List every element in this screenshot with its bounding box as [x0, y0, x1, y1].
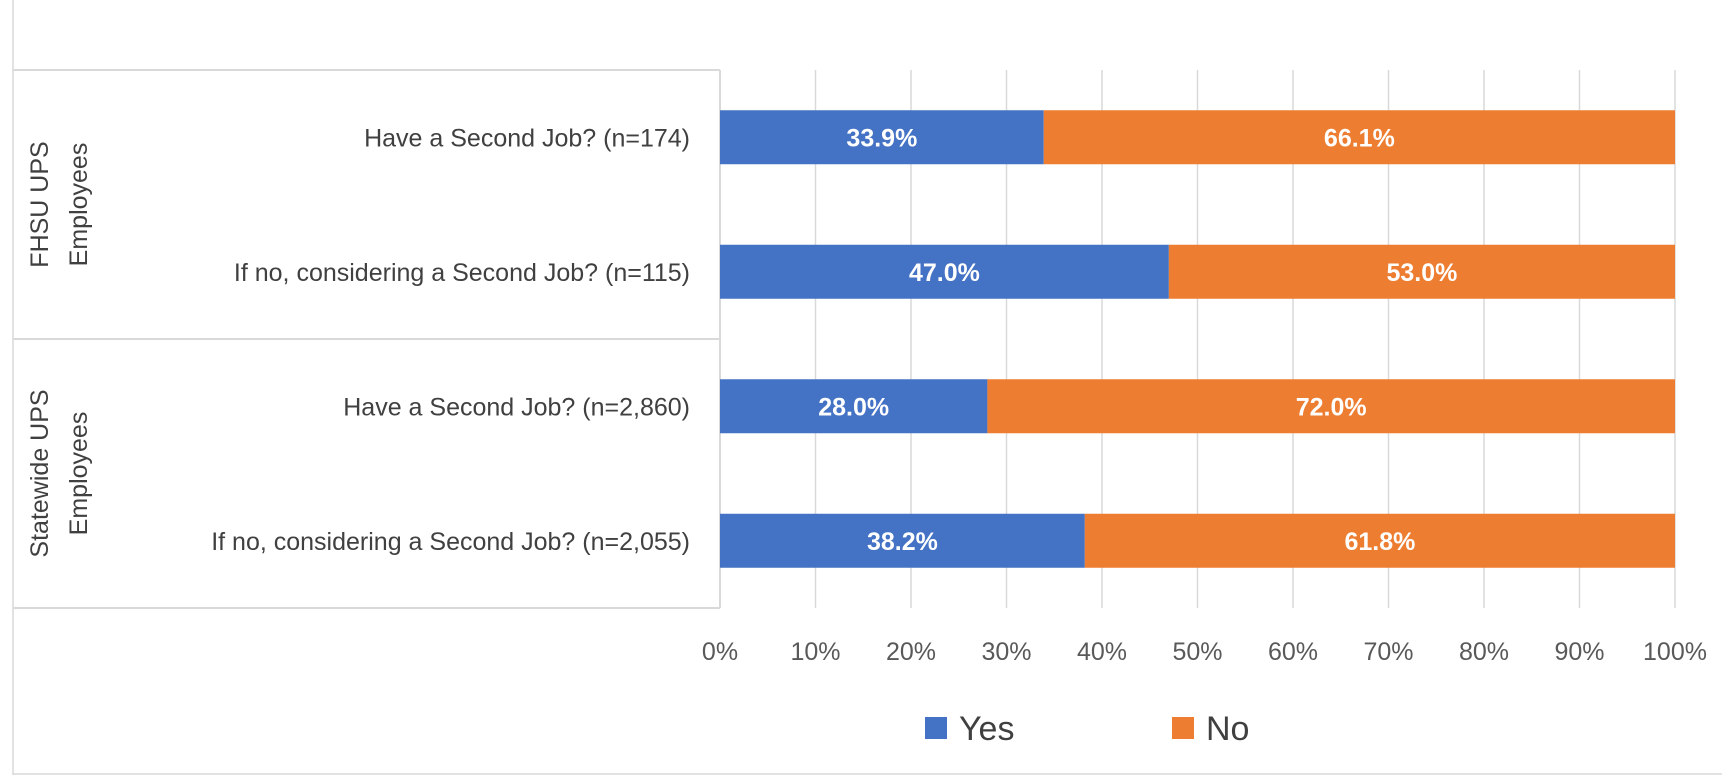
x-tick-label: 90% — [1554, 638, 1604, 666]
x-tick-label: 0% — [702, 638, 738, 666]
bar-yes — [720, 379, 988, 434]
bar-no — [1043, 110, 1675, 165]
x-tick-label: 40% — [1077, 638, 1127, 666]
data-label: 28.0% — [818, 393, 889, 421]
x-tick-label: 80% — [1459, 638, 1509, 666]
legend-swatch-no — [1172, 717, 1194, 739]
category-label: Have a Second Job? (n=174) — [364, 124, 690, 152]
data-label: 38.2% — [867, 528, 938, 556]
legend-label-yes: Yes — [959, 710, 1014, 748]
x-tick-label: 20% — [886, 638, 936, 666]
bar-no — [987, 379, 1675, 434]
group-label-line: Employees — [65, 143, 93, 267]
bar-no — [1084, 513, 1675, 568]
bar-yes — [720, 513, 1085, 568]
bar-no — [1168, 244, 1675, 299]
category-label: Have a Second Job? (n=2,860) — [343, 393, 690, 421]
x-tick-label: 70% — [1363, 638, 1413, 666]
group-label-line: Statewide UPS — [26, 389, 54, 557]
x-tick-label: 60% — [1268, 638, 1318, 666]
x-tick-label: 50% — [1172, 638, 1222, 666]
bar-yes — [720, 110, 1044, 165]
data-label: 61.8% — [1344, 528, 1415, 556]
data-label: 66.1% — [1324, 124, 1395, 152]
data-label: 53.0% — [1386, 259, 1457, 287]
legend-label-no: No — [1206, 710, 1249, 748]
category-label: If no, considering a Second Job? (n=115) — [234, 259, 690, 287]
x-tick-label: 10% — [790, 638, 840, 666]
group-label-line: FHSU UPS — [26, 141, 54, 267]
data-label: 33.9% — [846, 124, 917, 152]
data-label: 47.0% — [909, 259, 980, 287]
category-label: If no, considering a Second Job? (n=2,05… — [211, 528, 690, 556]
data-label: 72.0% — [1296, 393, 1367, 421]
bar-yes — [720, 244, 1169, 299]
group-label: Statewide UPS Employees — [26, 389, 93, 557]
legend-swatch-yes — [925, 717, 947, 739]
group-label: FHSU UPS Employees — [26, 141, 93, 267]
x-tick-label: 100% — [1643, 638, 1707, 666]
group-label-line: Employees — [65, 412, 93, 536]
x-tick-label: 30% — [981, 638, 1031, 666]
